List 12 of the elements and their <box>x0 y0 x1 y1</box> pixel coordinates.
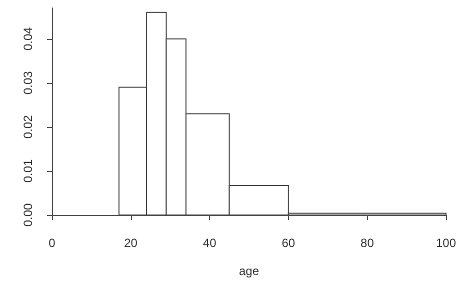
y-tick-label: 0.01 <box>21 158 35 183</box>
y-tick-label: 0.04 <box>21 26 35 51</box>
x-tick-label: 100 <box>436 236 456 250</box>
x-tick-label: 0 <box>48 236 56 250</box>
x-tick-label: 60 <box>282 236 296 250</box>
x-tick-label: 20 <box>124 236 138 250</box>
y-tick-label: 0.00 <box>21 203 35 227</box>
x-axis-title: age <box>238 264 260 278</box>
x-tick-label: 40 <box>202 236 217 250</box>
x-tick-label: 80 <box>360 236 374 250</box>
y-tick-label: 0.03 <box>21 70 35 95</box>
y-tick-label: 0.02 <box>21 114 35 139</box>
